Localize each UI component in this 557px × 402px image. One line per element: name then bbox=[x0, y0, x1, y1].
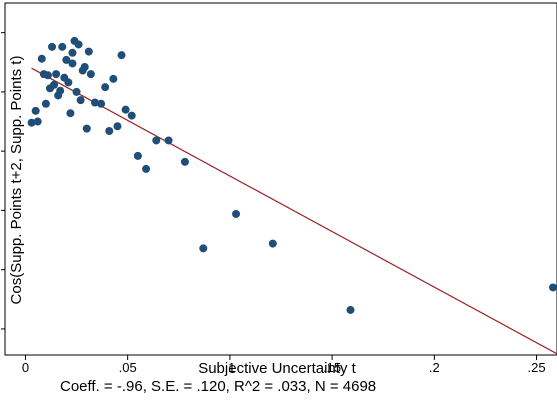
data-point bbox=[142, 164, 151, 173]
data-point bbox=[117, 51, 126, 60]
x-tick-label: 0 bbox=[22, 360, 29, 375]
fit-line bbox=[31, 67, 557, 355]
data-point bbox=[72, 87, 81, 96]
plot-frame bbox=[4, 2, 557, 356]
data-point bbox=[37, 54, 46, 63]
data-point bbox=[68, 48, 77, 57]
data-point bbox=[82, 124, 91, 133]
data-point bbox=[232, 209, 241, 218]
data-point bbox=[199, 244, 208, 253]
x-tick-label: .15 bbox=[323, 360, 341, 375]
data-point bbox=[76, 96, 85, 105]
data-point bbox=[56, 86, 65, 95]
data-point bbox=[86, 70, 95, 79]
data-point bbox=[113, 122, 122, 131]
data-point bbox=[127, 111, 136, 120]
data-point bbox=[66, 109, 75, 118]
data-point bbox=[105, 127, 114, 135]
data-point bbox=[90, 98, 99, 107]
y-axis-ticks: .7.75.8.85.9.95 bbox=[1, 32, 5, 330]
regression-annotation: Coeff. = -.96, S.E. = .120, R^2 = .033, … bbox=[60, 378, 377, 395]
data-points bbox=[27, 36, 557, 314]
data-point bbox=[109, 74, 118, 83]
data-point bbox=[84, 47, 93, 56]
x-axis-title: Subjective Uncertainty t bbox=[198, 360, 356, 377]
data-point bbox=[62, 55, 71, 64]
data-point bbox=[52, 70, 61, 79]
data-point bbox=[80, 63, 89, 71]
fit-line-group bbox=[31, 67, 557, 355]
x-tick-label: .2 bbox=[429, 360, 440, 375]
data-point bbox=[31, 106, 40, 115]
plot-border bbox=[4, 2, 557, 356]
x-tick-label: .05 bbox=[119, 360, 137, 375]
data-point bbox=[27, 118, 36, 127]
data-point bbox=[164, 136, 173, 145]
data-point bbox=[33, 117, 42, 126]
data-point bbox=[152, 136, 161, 145]
data-point bbox=[97, 99, 106, 108]
data-point bbox=[41, 99, 50, 108]
data-point bbox=[74, 40, 83, 49]
x-tick-label: .25 bbox=[528, 360, 546, 375]
data-point bbox=[268, 239, 277, 248]
data-point bbox=[346, 305, 355, 314]
data-point bbox=[64, 78, 73, 87]
data-point bbox=[133, 151, 142, 160]
y-axis-title: Cos(Supp. Points t+2, Supp. Points t) bbox=[8, 56, 25, 305]
data-point bbox=[180, 157, 189, 166]
data-point bbox=[101, 83, 110, 92]
data-point bbox=[58, 42, 67, 51]
x-tick-label: .1 bbox=[224, 360, 235, 375]
x-axis-ticks: 0 .05 .1 .15 .2 .25 bbox=[22, 355, 546, 375]
data-point bbox=[48, 42, 57, 51]
data-point bbox=[549, 283, 557, 292]
data-point bbox=[121, 105, 130, 114]
data-point bbox=[50, 80, 59, 89]
data-point bbox=[68, 59, 77, 68]
data-point bbox=[43, 71, 52, 80]
